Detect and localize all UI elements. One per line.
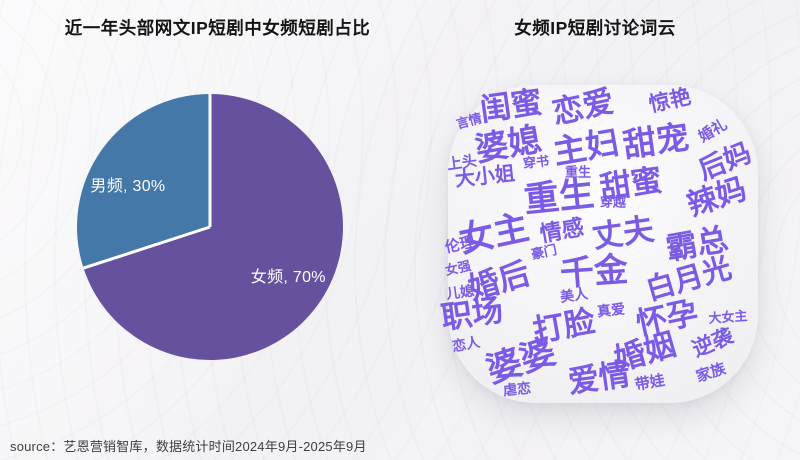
wordcloud-word: 重生 (522, 173, 596, 221)
wordcloud-word: 逆袭 (689, 324, 737, 362)
wordcloud-word: 丈夫 (589, 211, 657, 255)
wordcloud-word: 主妇 (550, 123, 622, 171)
wordcloud-word: 真爱 (596, 300, 626, 320)
pie-chart-title: 近一年头部网文IP短剧中女频短剧占比 (64, 18, 371, 38)
wordcloud-word: 恋爱 (549, 83, 617, 131)
wordcloud: 闺蜜 恋爱 惊艳 言情 婆媳 主妇 甜宠 婚礼 上头 大小姐 穿书 后妈 重生 甜蜜 辣妈 重生 穿越 女主 情感丈… (439, 83, 758, 403)
wordcloud-word: 惊艳 (647, 85, 693, 117)
pie-slice-女频 (83, 94, 343, 360)
pie-svg (76, 94, 343, 360)
wordcloud-word: 穿书 (522, 153, 550, 171)
wordcloud-word: 家族 (694, 360, 728, 386)
pie-slice-label: 女频, 70% (250, 269, 326, 287)
wordcloud-word: 言情 (454, 110, 484, 132)
wordcloud-word: 穿越 (599, 194, 627, 210)
wordcloud-word: 婚礼 (695, 116, 731, 146)
wordcloud-word: 重生 (564, 164, 592, 180)
wordcloud-title: 女频IP短剧讨论词云 (514, 18, 676, 38)
wordcloud-word: 辣妈 (683, 172, 751, 223)
wordcloud-word: 大小姐 (454, 162, 516, 192)
wordcloud-word: 美人 (559, 285, 589, 305)
wordcloud-word: 恋人 (450, 333, 482, 355)
pie-chart: 女频, 70% 男频, 30% (75, 92, 345, 362)
wordcloud-word: 大女主 (708, 308, 748, 326)
wordcloud-word: 爱情 (565, 356, 633, 400)
wordcloud-word: 职场 (438, 292, 506, 336)
wordcloud-word: 豪门 (529, 241, 559, 263)
source-note: source：艺恩营销智库，数据统计时间2024年9月-2025年9月 (10, 439, 367, 454)
pie-slice-label: 男频, 30% (90, 177, 166, 195)
wordcloud-word: 带娃 (633, 372, 667, 394)
wordcloud-word: 虐恋 (502, 379, 532, 399)
wordcloud-word: 甜宠 (620, 118, 692, 164)
wordcloud-word: 情感 (538, 214, 586, 247)
pie-slice-divider (83, 225, 211, 270)
pie-slice-男频 (76, 94, 210, 269)
wordcloud-word: 千金 (558, 250, 630, 294)
